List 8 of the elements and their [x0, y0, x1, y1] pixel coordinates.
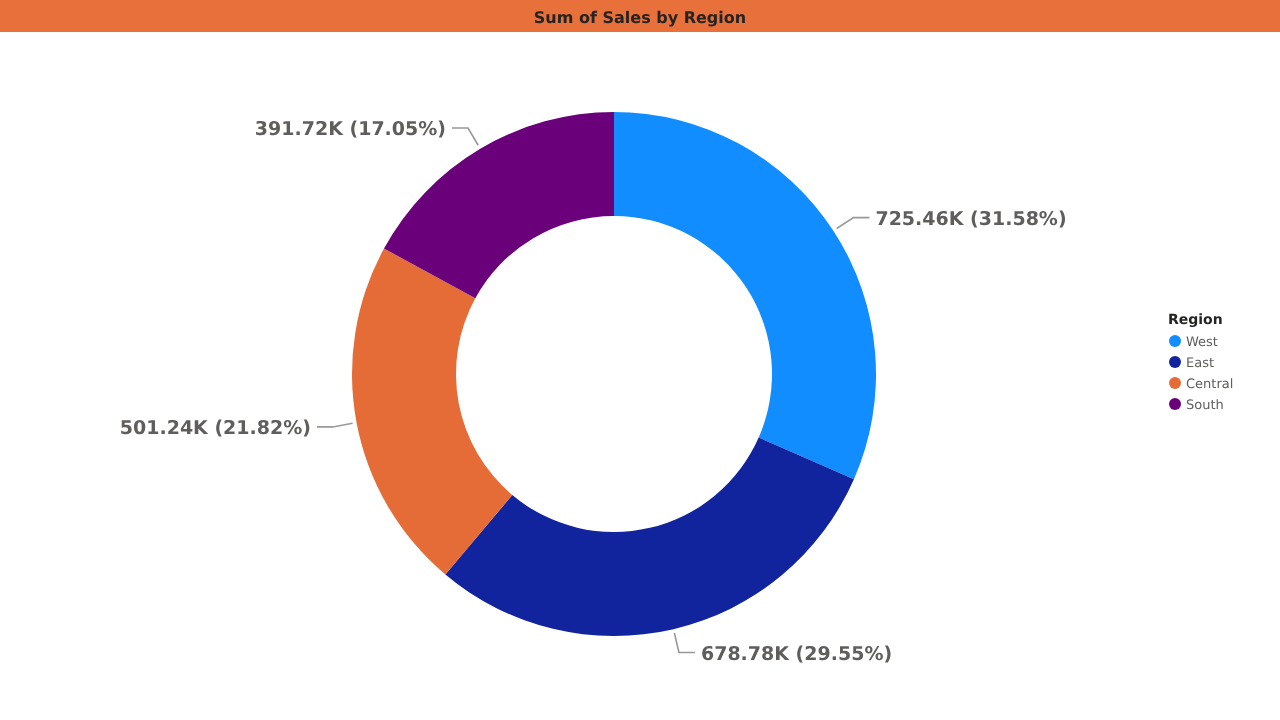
- data-label: 391.72K (17.05%): [254, 119, 447, 142]
- donut-slice: [614, 112, 876, 480]
- donut-slice: [352, 248, 513, 575]
- data-label: 678.78K (29.55%): [700, 643, 893, 666]
- data-label: 725.46K (31.58%): [875, 208, 1067, 231]
- chart-title: Sum of Sales by Region: [533, 9, 747, 27]
- donut-slice: [445, 437, 854, 636]
- data-label: 501.24K (21.82%): [119, 417, 311, 440]
